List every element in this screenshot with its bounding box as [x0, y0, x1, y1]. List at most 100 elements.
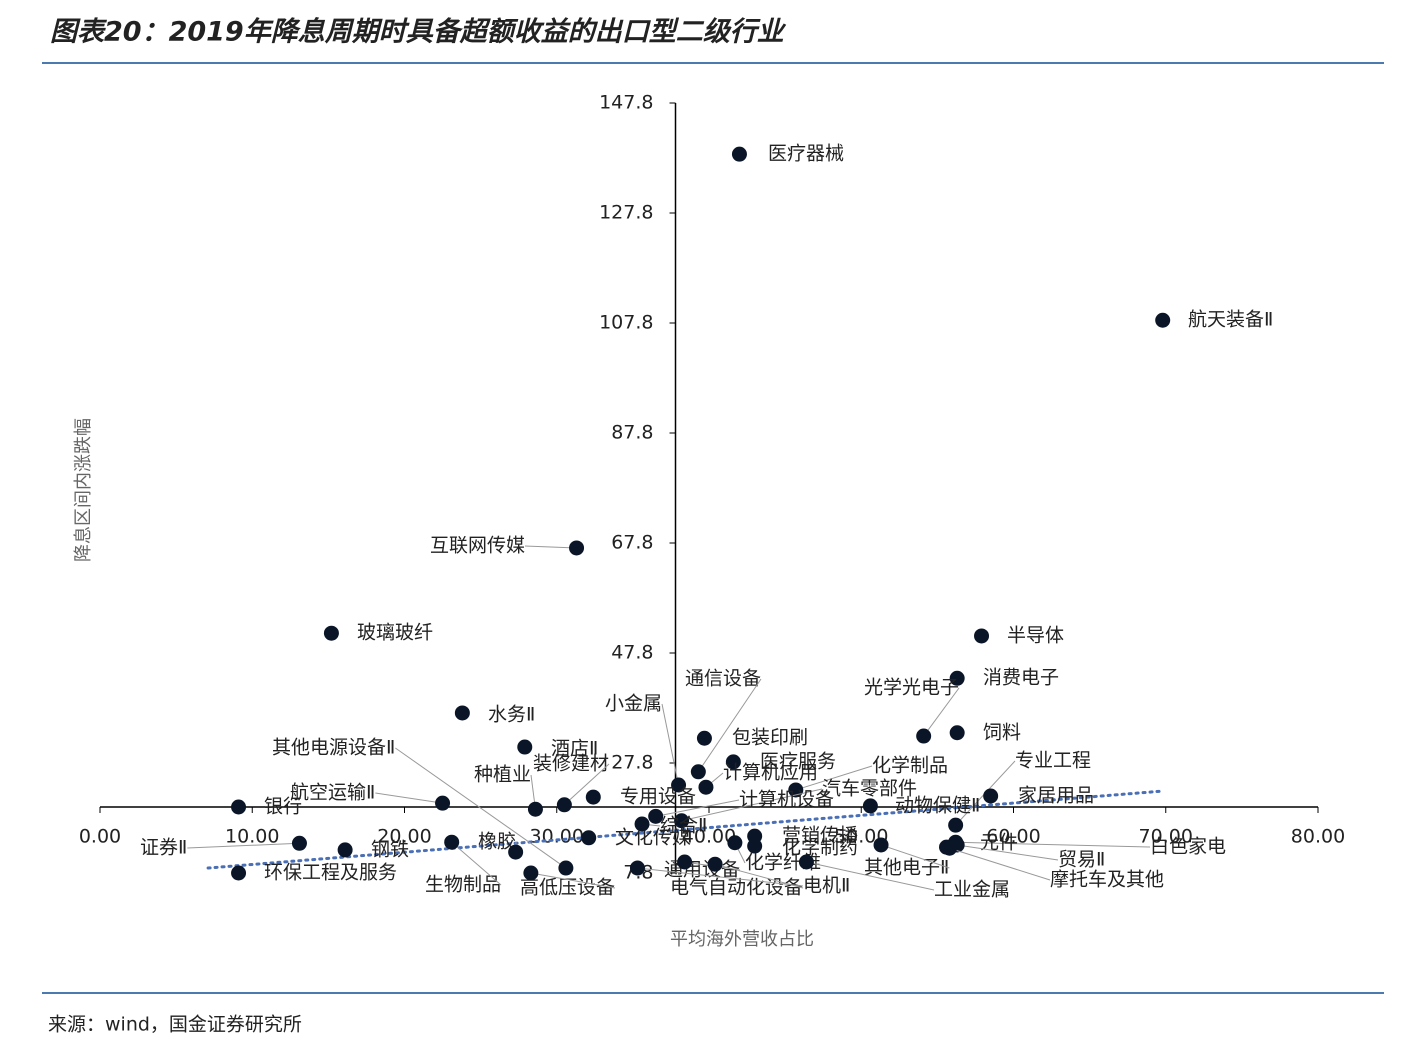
point	[671, 777, 687, 793]
point	[435, 795, 451, 811]
point	[508, 844, 524, 860]
leader-line	[923, 687, 960, 737]
point-label: 橡胶	[478, 831, 516, 853]
point	[696, 730, 712, 746]
point	[674, 813, 690, 829]
leader-line	[637, 867, 804, 887]
point	[527, 801, 543, 817]
x-tick-label: 70.00	[1139, 826, 1193, 848]
point	[677, 854, 693, 870]
point	[949, 725, 965, 741]
leader-line	[697, 678, 762, 773]
x-tick-label: 80.00	[1291, 826, 1345, 848]
leader-line	[564, 763, 610, 806]
point-label: 文化传媒	[615, 827, 691, 849]
point-label: 化学制品	[872, 755, 948, 777]
point-label: 电机Ⅱ	[803, 875, 850, 897]
point	[454, 705, 470, 721]
x-tick-label: 20.00	[377, 826, 431, 848]
point	[444, 834, 460, 850]
x-tick-label: 40.00	[682, 826, 736, 848]
point-label: 钢铁	[371, 839, 409, 861]
point	[948, 817, 964, 833]
x-tick-label: 60.00	[986, 826, 1040, 848]
point	[698, 779, 714, 795]
point-label: 其他电源设备Ⅱ	[272, 737, 395, 759]
point-label: 贸易Ⅱ	[1058, 849, 1105, 871]
y-tick-label: 67.8	[611, 532, 653, 554]
point-label: 生物制品	[425, 874, 501, 896]
point	[1155, 312, 1171, 328]
point	[725, 754, 741, 770]
point	[569, 540, 585, 556]
leader-line	[661, 703, 680, 786]
leader-line	[795, 765, 873, 791]
point-label: 装修建材	[533, 753, 609, 775]
point	[690, 764, 706, 780]
point	[727, 835, 743, 851]
point-label: 水务Ⅱ	[488, 704, 535, 726]
trend-line	[206, 789, 1165, 870]
point	[629, 860, 645, 876]
point-label: 半导体	[1007, 625, 1064, 647]
point	[517, 739, 533, 755]
point-label: 工业金属	[934, 879, 1010, 901]
chart-title: 图表20：2019年降息周期时具备超额收益的出口型二级行业	[50, 17, 787, 48]
leader-line	[655, 799, 740, 817]
leader-line	[187, 842, 300, 849]
point-label: 高低压设备	[520, 877, 615, 899]
point-label: 摩托车及其他	[1050, 869, 1164, 891]
x-tick-label: 10.00	[225, 826, 279, 848]
leader-line	[949, 847, 1051, 881]
point	[798, 854, 814, 870]
point	[747, 838, 763, 854]
point-label: 营销传播	[782, 825, 858, 847]
point-label: 元件	[980, 832, 1018, 854]
point-label: 航空运输Ⅱ	[290, 782, 375, 804]
point	[323, 625, 339, 641]
point	[731, 146, 747, 162]
point-label: 动物保健Ⅱ	[895, 795, 980, 817]
point-label: 航天装备Ⅱ	[1188, 309, 1273, 331]
leader-line	[524, 545, 577, 549]
leader-line	[451, 841, 502, 886]
leader-line	[375, 792, 443, 804]
point	[983, 788, 999, 804]
point-label: 饲料	[983, 722, 1021, 744]
point-label: 其他电子Ⅱ	[864, 857, 949, 879]
point	[556, 797, 572, 813]
point-label: 环保工程及服务	[264, 862, 397, 884]
point	[974, 628, 990, 644]
point	[707, 856, 723, 872]
point-label: 专用设备	[620, 786, 696, 808]
source: 来源：wind，国金证券研究所	[48, 1014, 302, 1036]
y-tick-label: 47.8	[611, 642, 653, 664]
point-label: 通信设备	[685, 668, 761, 690]
leader-line	[530, 872, 616, 889]
point	[942, 840, 958, 856]
x-tick-label: 0.00	[79, 826, 121, 848]
point	[231, 865, 247, 881]
point-label: 电气自动化设备	[670, 877, 803, 899]
leader-line	[955, 841, 1151, 848]
y-tick-label: 147.8	[599, 92, 653, 114]
point-label: 互联网传媒	[430, 535, 525, 557]
point-label: 计算机设备	[739, 789, 834, 811]
point-label: 包装印刷	[732, 727, 808, 749]
point-label: 化学制药	[782, 837, 858, 859]
leader-line	[957, 844, 1059, 861]
point-label: 酒店Ⅱ	[551, 738, 598, 760]
point	[585, 789, 601, 805]
point-label: 汽车零部件	[822, 778, 917, 800]
point-label: 银行	[264, 796, 302, 818]
point-label: 家居用品	[1018, 785, 1094, 807]
point-label: 综合Ⅱ	[660, 815, 707, 837]
point	[873, 837, 889, 853]
y-tick-label: 27.8	[611, 752, 653, 774]
point	[558, 860, 574, 876]
point	[949, 670, 965, 686]
leader-line	[395, 747, 567, 869]
point	[337, 842, 353, 858]
point	[862, 798, 878, 814]
